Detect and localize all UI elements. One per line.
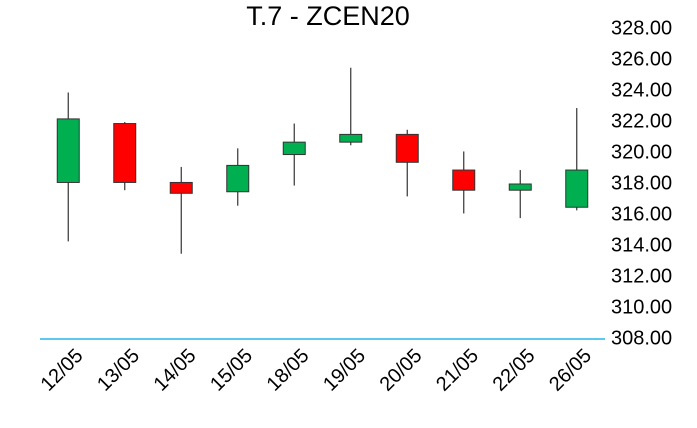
x-tick-label: 21/05: [432, 345, 483, 396]
y-tick-label: 316.00: [611, 203, 672, 225]
y-tick-label: 318.00: [611, 172, 672, 194]
y-tick-label: 314.00: [611, 234, 672, 256]
x-tick-label: 20/05: [376, 345, 427, 396]
x-tick-label: 19/05: [319, 345, 370, 396]
y-tick-label: 326.00: [611, 48, 672, 70]
y-tick-label: 328.00: [611, 17, 672, 39]
x-tick-label: 18/05: [263, 345, 314, 396]
candle-body: [395, 133, 419, 163]
candle-body: [565, 169, 589, 208]
candle-body: [169, 181, 193, 194]
y-tick-label: 320.00: [611, 141, 672, 163]
y-tick-label: 322.00: [611, 110, 672, 132]
x-tick-label: 15/05: [206, 345, 257, 396]
y-tick-label: 310.00: [611, 296, 672, 318]
y-tick-label: 308.00: [611, 327, 672, 349]
candle-body: [113, 123, 137, 183]
candle-body: [226, 164, 250, 193]
candle-body: [452, 169, 476, 191]
chart-title: T.7 - ZCEN20: [246, 1, 410, 31]
candle-body: [282, 141, 306, 156]
x-tick-label: 14/05: [150, 345, 201, 396]
candle-body: [508, 183, 532, 191]
x-tick-label: 22/05: [489, 345, 540, 396]
y-tick-label: 312.00: [611, 265, 672, 287]
x-tick-label: 13/05: [93, 345, 144, 396]
y-tick-label: 324.00: [611, 79, 672, 101]
candle-body: [56, 118, 80, 183]
x-tick-label: 12/05: [37, 345, 88, 396]
candle-body: [339, 133, 363, 143]
x-tick-label: 26/05: [545, 345, 596, 396]
